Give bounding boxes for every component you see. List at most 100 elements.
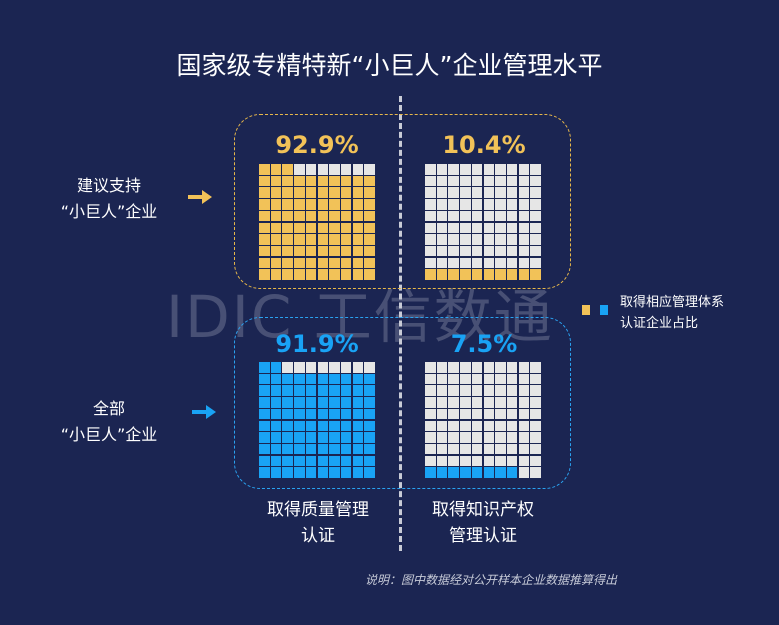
waffle-cell-empty: [460, 455, 471, 467]
waffle-cell-filled: [495, 467, 506, 478]
waffle-cell-empty: [483, 432, 495, 443]
waffle-cell-filled: [259, 257, 270, 269]
waffle-cell-empty: [518, 175, 530, 187]
waffle-cell-filled: [270, 408, 282, 420]
waffle-cell-filled: [259, 432, 270, 443]
waffle-cell-empty: [483, 222, 495, 234]
waffle-cell-filled: [448, 269, 459, 280]
waffle-cell-filled: [270, 245, 282, 257]
waffle-cell-filled: [317, 175, 329, 187]
waffle-cell-empty: [495, 455, 506, 467]
waffle-cell-empty: [518, 408, 530, 420]
waffle-cell-filled: [329, 269, 340, 280]
waffle-cell-filled: [282, 385, 293, 396]
waffle-cell-filled: [259, 443, 270, 455]
waffle-cell-empty: [471, 420, 483, 432]
waffle-cell-empty: [436, 385, 448, 396]
waffle-cell-empty: [530, 362, 541, 373]
legend-line2: 认证企业占比: [620, 316, 699, 331]
waffle-cell-filled: [352, 222, 364, 234]
waffle-cell-filled: [364, 175, 375, 187]
waffle-cell-filled: [483, 269, 495, 280]
waffle-cell-filled: [471, 467, 483, 478]
waffle-cell-filled: [305, 385, 317, 396]
waffle-cell-empty: [460, 373, 471, 385]
waffle-cell-empty: [448, 455, 459, 467]
waffle-cell-empty: [425, 210, 436, 222]
legend-text: 取得相应管理体系 认证企业占比: [620, 292, 724, 334]
waffle-cell-empty: [495, 397, 506, 408]
waffle-cell-empty: [518, 420, 530, 432]
waffle-cell-filled: [294, 385, 305, 396]
waffle-cell-filled: [364, 269, 375, 280]
waffle-cell-empty: [305, 362, 317, 373]
waffle-cell-empty: [425, 257, 436, 269]
waffle-cell-empty: [506, 373, 518, 385]
waffle-cell-empty: [460, 397, 471, 408]
waffle-cell-empty: [471, 199, 483, 210]
waffle-cell-filled: [294, 420, 305, 432]
waffle-cell-filled: [364, 234, 375, 245]
waffle-cell-empty: [448, 175, 459, 187]
waffle-cell-empty: [471, 432, 483, 443]
waffle-cell-filled: [425, 467, 436, 478]
waffle-cell-empty: [506, 245, 518, 257]
waffle-cell-empty: [448, 210, 459, 222]
waffle-cell-filled: [282, 397, 293, 408]
waffle-cell-empty: [425, 397, 436, 408]
waffle-cell-empty: [329, 362, 340, 373]
waffle-cell-empty: [506, 455, 518, 467]
waffle-cell-empty: [448, 199, 459, 210]
waffle-cell-empty: [518, 245, 530, 257]
waffle-cell-filled: [294, 408, 305, 420]
waffle-cell-filled: [329, 210, 340, 222]
waffle-cell-filled: [329, 234, 340, 245]
waffle-cell-filled: [270, 164, 282, 175]
data-label-suggested-quality: 92.9%: [275, 131, 359, 159]
waffle-cell-filled: [294, 199, 305, 210]
waffle-cell-empty: [506, 234, 518, 245]
waffle-cell-empty: [518, 187, 530, 198]
waffle-cell-empty: [518, 432, 530, 443]
waffle-cell-filled: [364, 187, 375, 198]
waffle-cell-empty: [471, 373, 483, 385]
waffle-cell-filled: [282, 187, 293, 198]
row-label-all: 全部 “小巨人”企业: [44, 396, 174, 448]
waffle-cell-empty: [483, 408, 495, 420]
waffle-cell-filled: [506, 269, 518, 280]
waffle-cell-filled: [340, 455, 352, 467]
waffle-cell-filled: [270, 210, 282, 222]
waffle-cell-empty: [483, 385, 495, 396]
waffle-cell-empty: [518, 199, 530, 210]
waffle-cell-filled: [460, 467, 471, 478]
waffle-cell-filled: [270, 257, 282, 269]
waffle-cell-empty: [448, 245, 459, 257]
waffle-cell-filled: [294, 234, 305, 245]
waffle-cell-filled: [270, 175, 282, 187]
waffle-cell-empty: [460, 257, 471, 269]
waffle-cell-empty: [436, 245, 448, 257]
waffle-cell-empty: [436, 362, 448, 373]
waffle-cell-empty: [518, 397, 530, 408]
waffle-cell-empty: [495, 373, 506, 385]
waffle-cell-empty: [448, 432, 459, 443]
waffle-cell-empty: [530, 467, 541, 478]
waffle-cell-empty: [518, 257, 530, 269]
waffle-cell-filled: [329, 373, 340, 385]
page-title: 国家级专精特新“小巨人”企业管理水平: [176, 51, 603, 80]
waffle-cell-filled: [305, 467, 317, 478]
waffle-cell-filled: [270, 269, 282, 280]
waffle-cell-empty: [425, 234, 436, 245]
waffle-cell-filled: [317, 455, 329, 467]
waffle-cell-filled: [305, 175, 317, 187]
waffle-cell-empty: [506, 432, 518, 443]
waffle-cell-empty: [340, 164, 352, 175]
waffle-cell-filled: [259, 175, 270, 187]
waffle-cell-filled: [317, 467, 329, 478]
waffle-cell-empty: [495, 420, 506, 432]
waffle-cell-empty: [436, 420, 448, 432]
waffle-cell-filled: [317, 234, 329, 245]
waffle-cell-filled: [518, 269, 530, 280]
waffle-cell-empty: [425, 408, 436, 420]
waffle-cell-empty: [448, 420, 459, 432]
